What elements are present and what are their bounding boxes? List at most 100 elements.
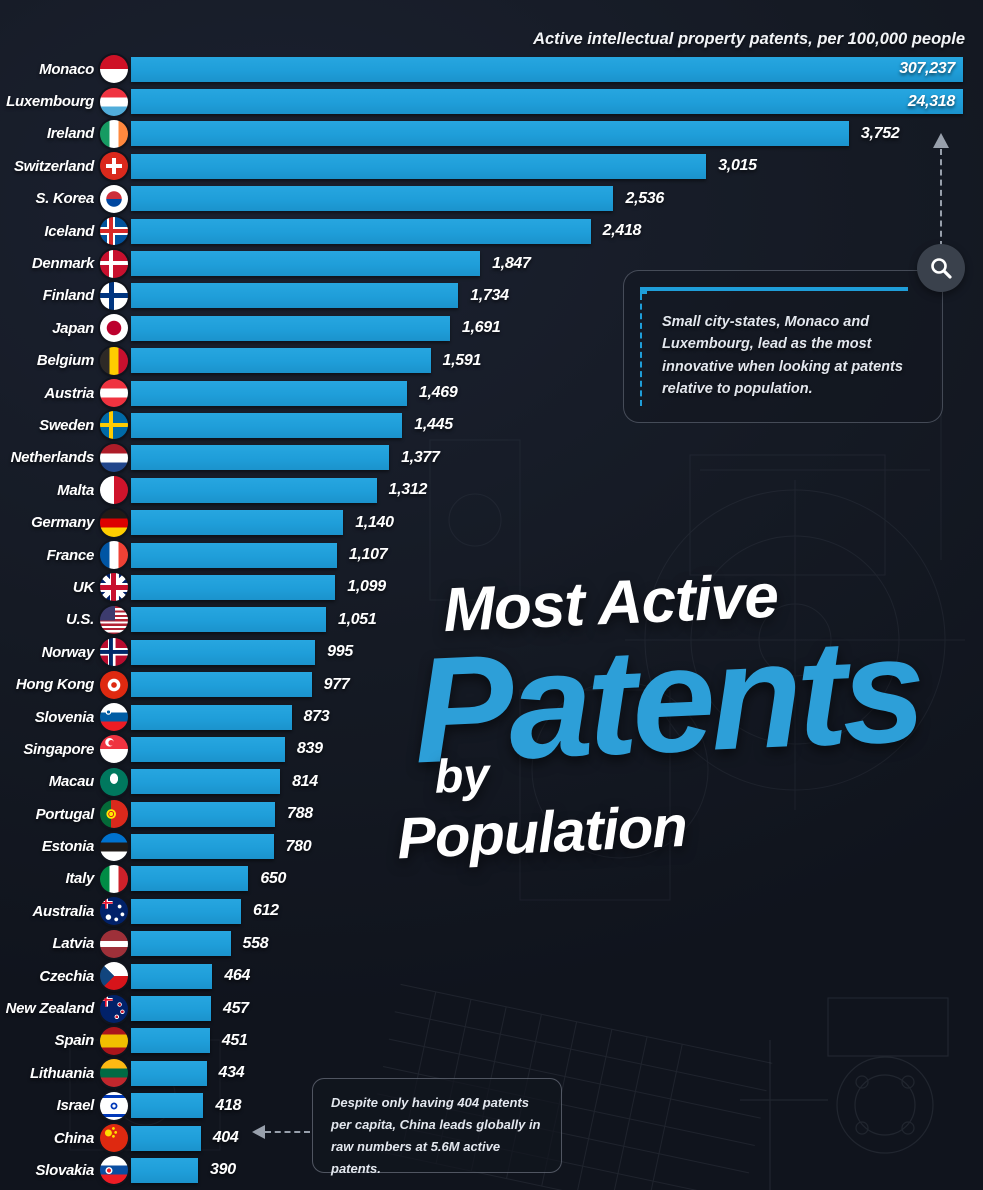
value-label: 650 [260, 869, 287, 887]
value-label: 2,536 [625, 189, 665, 207]
bar-track: 418 [131, 1093, 965, 1119]
value-bar [131, 931, 231, 957]
country-flag-icon [100, 897, 128, 926]
chart-row: Lithuania 434 [0, 1057, 983, 1089]
value-label: 995 [327, 643, 353, 661]
value-label: 434 [218, 1064, 245, 1082]
bar-track: 1,469 [131, 380, 965, 406]
country-label: Finland [42, 287, 95, 305]
country-label: U.S. [66, 611, 94, 629]
bar-track: 558 [131, 931, 965, 957]
country-label: New Zealand [5, 1000, 95, 1018]
value-bar [131, 704, 292, 730]
bar-track: 1,691 [131, 315, 965, 341]
country-flag-icon [100, 281, 128, 310]
value-label: 457 [222, 999, 249, 1017]
bar-track: 1,591 [131, 348, 965, 374]
value-bar [131, 89, 963, 115]
value-label: 1,591 [442, 351, 482, 369]
bar-track: 612 [131, 898, 965, 924]
chart-row: Austria 1,469 [0, 377, 983, 409]
chart-row: New Zealand 457 [0, 992, 983, 1024]
chart-row: Estonia 780 [0, 830, 983, 862]
country-flag-icon [100, 314, 128, 343]
value-label: 1,469 [418, 384, 458, 402]
country-label: Ireland [46, 125, 94, 143]
country-flag-icon [100, 994, 128, 1023]
country-label: Slovakia [35, 1161, 95, 1179]
value-label: 307,237 [899, 60, 955, 78]
country-flag-icon [100, 573, 128, 602]
chart-row: Belgium 1,591 [0, 345, 983, 377]
value-bar [131, 1093, 204, 1119]
value-bar [131, 1060, 207, 1086]
country-label: Denmark [31, 255, 94, 273]
bar-track: 451 [131, 1028, 965, 1054]
value-bar [131, 315, 450, 341]
country-label: Netherlands [10, 449, 95, 467]
value-bar [131, 510, 344, 536]
country-label: Australia [32, 902, 95, 920]
country-flag-icon [100, 638, 128, 667]
chart-row: Spain 451 [0, 1025, 983, 1057]
value-label: 780 [285, 837, 312, 855]
chart-row: Finland 1,734 [0, 280, 983, 312]
chart-row: China 404 [0, 1122, 983, 1154]
chart-row: Singapore 839 [0, 733, 983, 765]
bar-track: 1,099 [131, 574, 965, 600]
country-flag-icon [100, 670, 128, 699]
chart-row: Norway 995 [0, 636, 983, 668]
country-flag-icon [100, 346, 128, 375]
value-label: 612 [252, 902, 279, 920]
bar-track: 1,445 [131, 412, 965, 438]
country-label: S. Korea [35, 190, 95, 208]
magnifier-icon [917, 244, 965, 292]
value-bar [131, 898, 241, 924]
bar-track: 1,312 [131, 477, 965, 503]
bar-track: 2,536 [131, 186, 965, 212]
country-label: Sweden [39, 416, 94, 434]
chart-row: Denmark 1,847 [0, 247, 983, 279]
bar-track: 307,237 [131, 56, 965, 82]
value-bar [131, 218, 591, 244]
chart-row: Monaco 307,237 [0, 53, 983, 85]
value-bar [131, 996, 211, 1022]
country-label: Singapore [23, 740, 94, 758]
bar-track: 2,418 [131, 218, 965, 244]
axis-note: Active intellectual property patents, pe… [533, 30, 965, 48]
chart-row: Hong Kong 977 [0, 668, 983, 700]
chart-row: Ireland 3,752 [0, 118, 983, 150]
value-bar [131, 1028, 210, 1054]
country-flag-icon [100, 508, 128, 537]
chart-row: Switzerland 3,015 [0, 150, 983, 182]
country-label: Portugal [35, 805, 95, 823]
bar-track: 1,734 [131, 283, 965, 309]
bar-track: 457 [131, 996, 965, 1022]
chart-row: U.S. 1,051 [0, 604, 983, 636]
chart-row: UK 1,099 [0, 571, 983, 603]
country-label: Switzerland [13, 157, 94, 175]
country-flag-icon [100, 962, 128, 991]
country-flag-icon [100, 249, 128, 278]
bar-track: 3,015 [131, 153, 965, 179]
country-flag-icon [100, 184, 128, 213]
country-label: Estonia [41, 838, 94, 856]
value-label: 1,445 [414, 416, 453, 434]
value-label: 814 [292, 772, 318, 790]
value-label: 1,312 [388, 481, 428, 499]
bar-track: 404 [131, 1125, 965, 1151]
chart-row: Japan 1,691 [0, 312, 983, 344]
value-label: 1,099 [347, 578, 386, 596]
country-label: Belgium [36, 352, 94, 370]
value-label: 1,107 [348, 546, 388, 564]
value-label: 24,318 [907, 92, 955, 110]
chart-row: Malta 1,312 [0, 474, 983, 506]
callout-top: Small city-states, Monaco and Luxembourg… [623, 270, 943, 423]
bar-track: 839 [131, 736, 965, 762]
dashed-arrow-left-icon [252, 1125, 310, 1139]
chart-row: France 1,107 [0, 539, 983, 571]
bar-chart: Monaco 307,237 Luxembourg 24,318 Ireland… [0, 53, 983, 1187]
value-label: 418 [215, 1096, 242, 1114]
value-bar [131, 186, 614, 212]
country-flag-icon [100, 864, 128, 893]
